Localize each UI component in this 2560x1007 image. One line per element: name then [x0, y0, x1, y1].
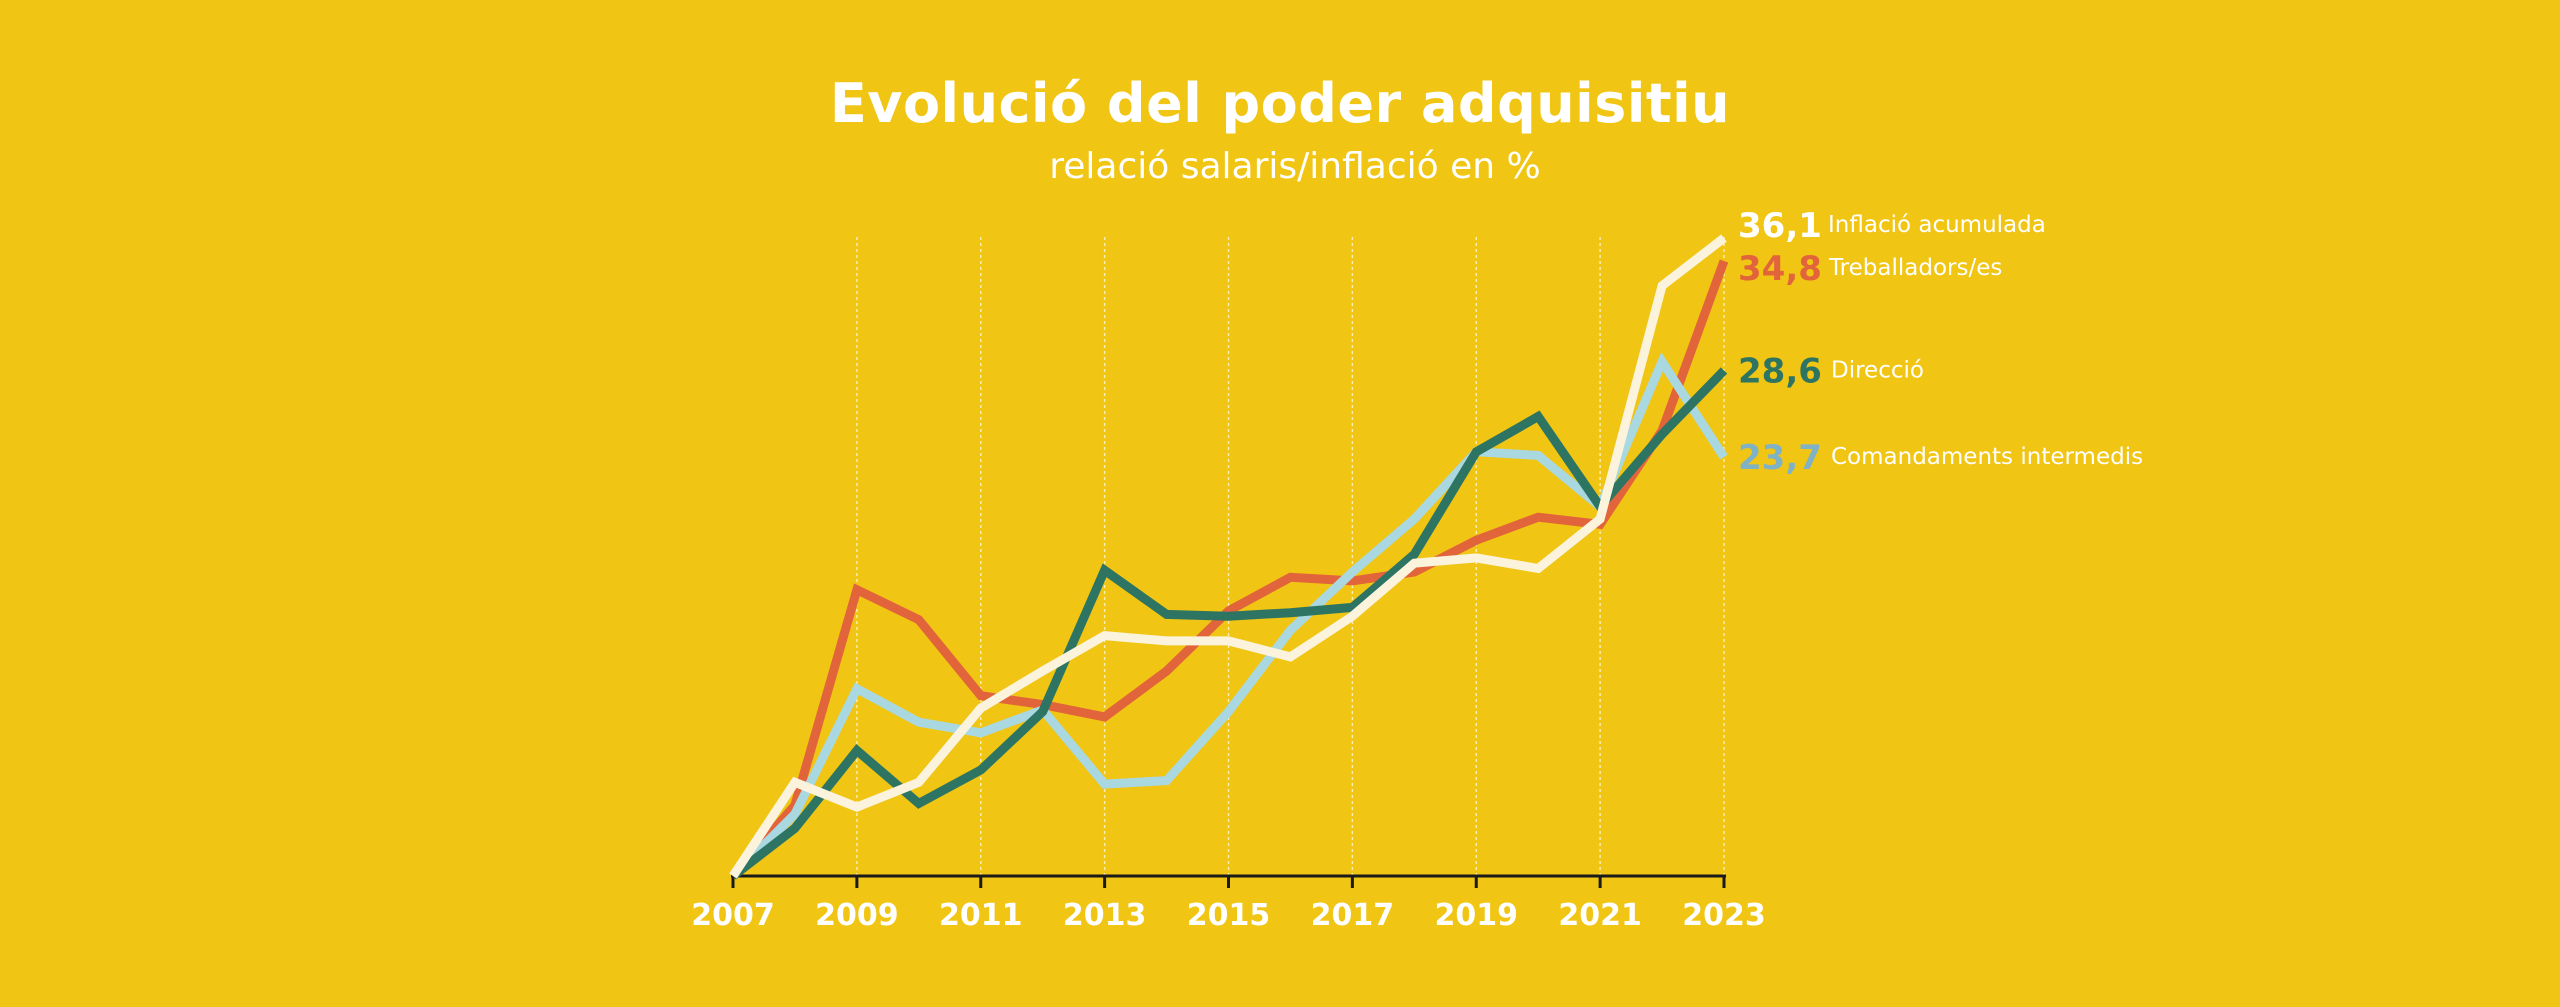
end-value-2: 28,6: [1738, 352, 1822, 392]
series-labels: 34,8 Treballadors/es 23,7 Comandaments inte…: [1738, 206, 2143, 478]
x-tick-label-2015: 2015: [1187, 898, 1271, 933]
x-axis: 2007 2009 2011 2013 2015 2017 2019 2021 2023: [691, 874, 1766, 933]
end-value-1: 23,7: [1738, 438, 1822, 478]
x-tick-label-2013: 2013: [1063, 898, 1147, 933]
series-line-1: [729, 352, 1728, 880]
end-value-0: 34,8: [1738, 249, 1822, 289]
x-tick-label-2011: 2011: [939, 898, 1023, 933]
x-tick-label-2023: 2023: [1682, 898, 1766, 933]
chart-title: Evolució del poder adquisitiu: [829, 72, 1731, 135]
series-line-0: [729, 259, 1729, 879]
x-tick-label-2017: 2017: [1311, 898, 1395, 933]
series-name-1: Comandaments intermedis: [1831, 444, 2143, 470]
x-tick-label-2019: 2019: [1435, 898, 1519, 933]
end-value-3: 36,1: [1738, 206, 1822, 246]
series-line-3: [729, 234, 1727, 879]
x-tick-label-2009: 2009: [815, 898, 899, 933]
series-name-3: Inflació acumulada: [1828, 212, 2046, 238]
series-name-0: Treballadors/es: [1828, 255, 2002, 281]
chart-subtitle: relació salaris/inflació en %: [1049, 146, 1541, 187]
series-lines: [729, 234, 1729, 880]
x-tick-label-2021: 2021: [1558, 898, 1642, 933]
x-tick-label-2007: 2007: [691, 898, 775, 933]
series-name-2: Direcció: [1831, 358, 1924, 384]
gridlines: [856, 234, 1725, 876]
